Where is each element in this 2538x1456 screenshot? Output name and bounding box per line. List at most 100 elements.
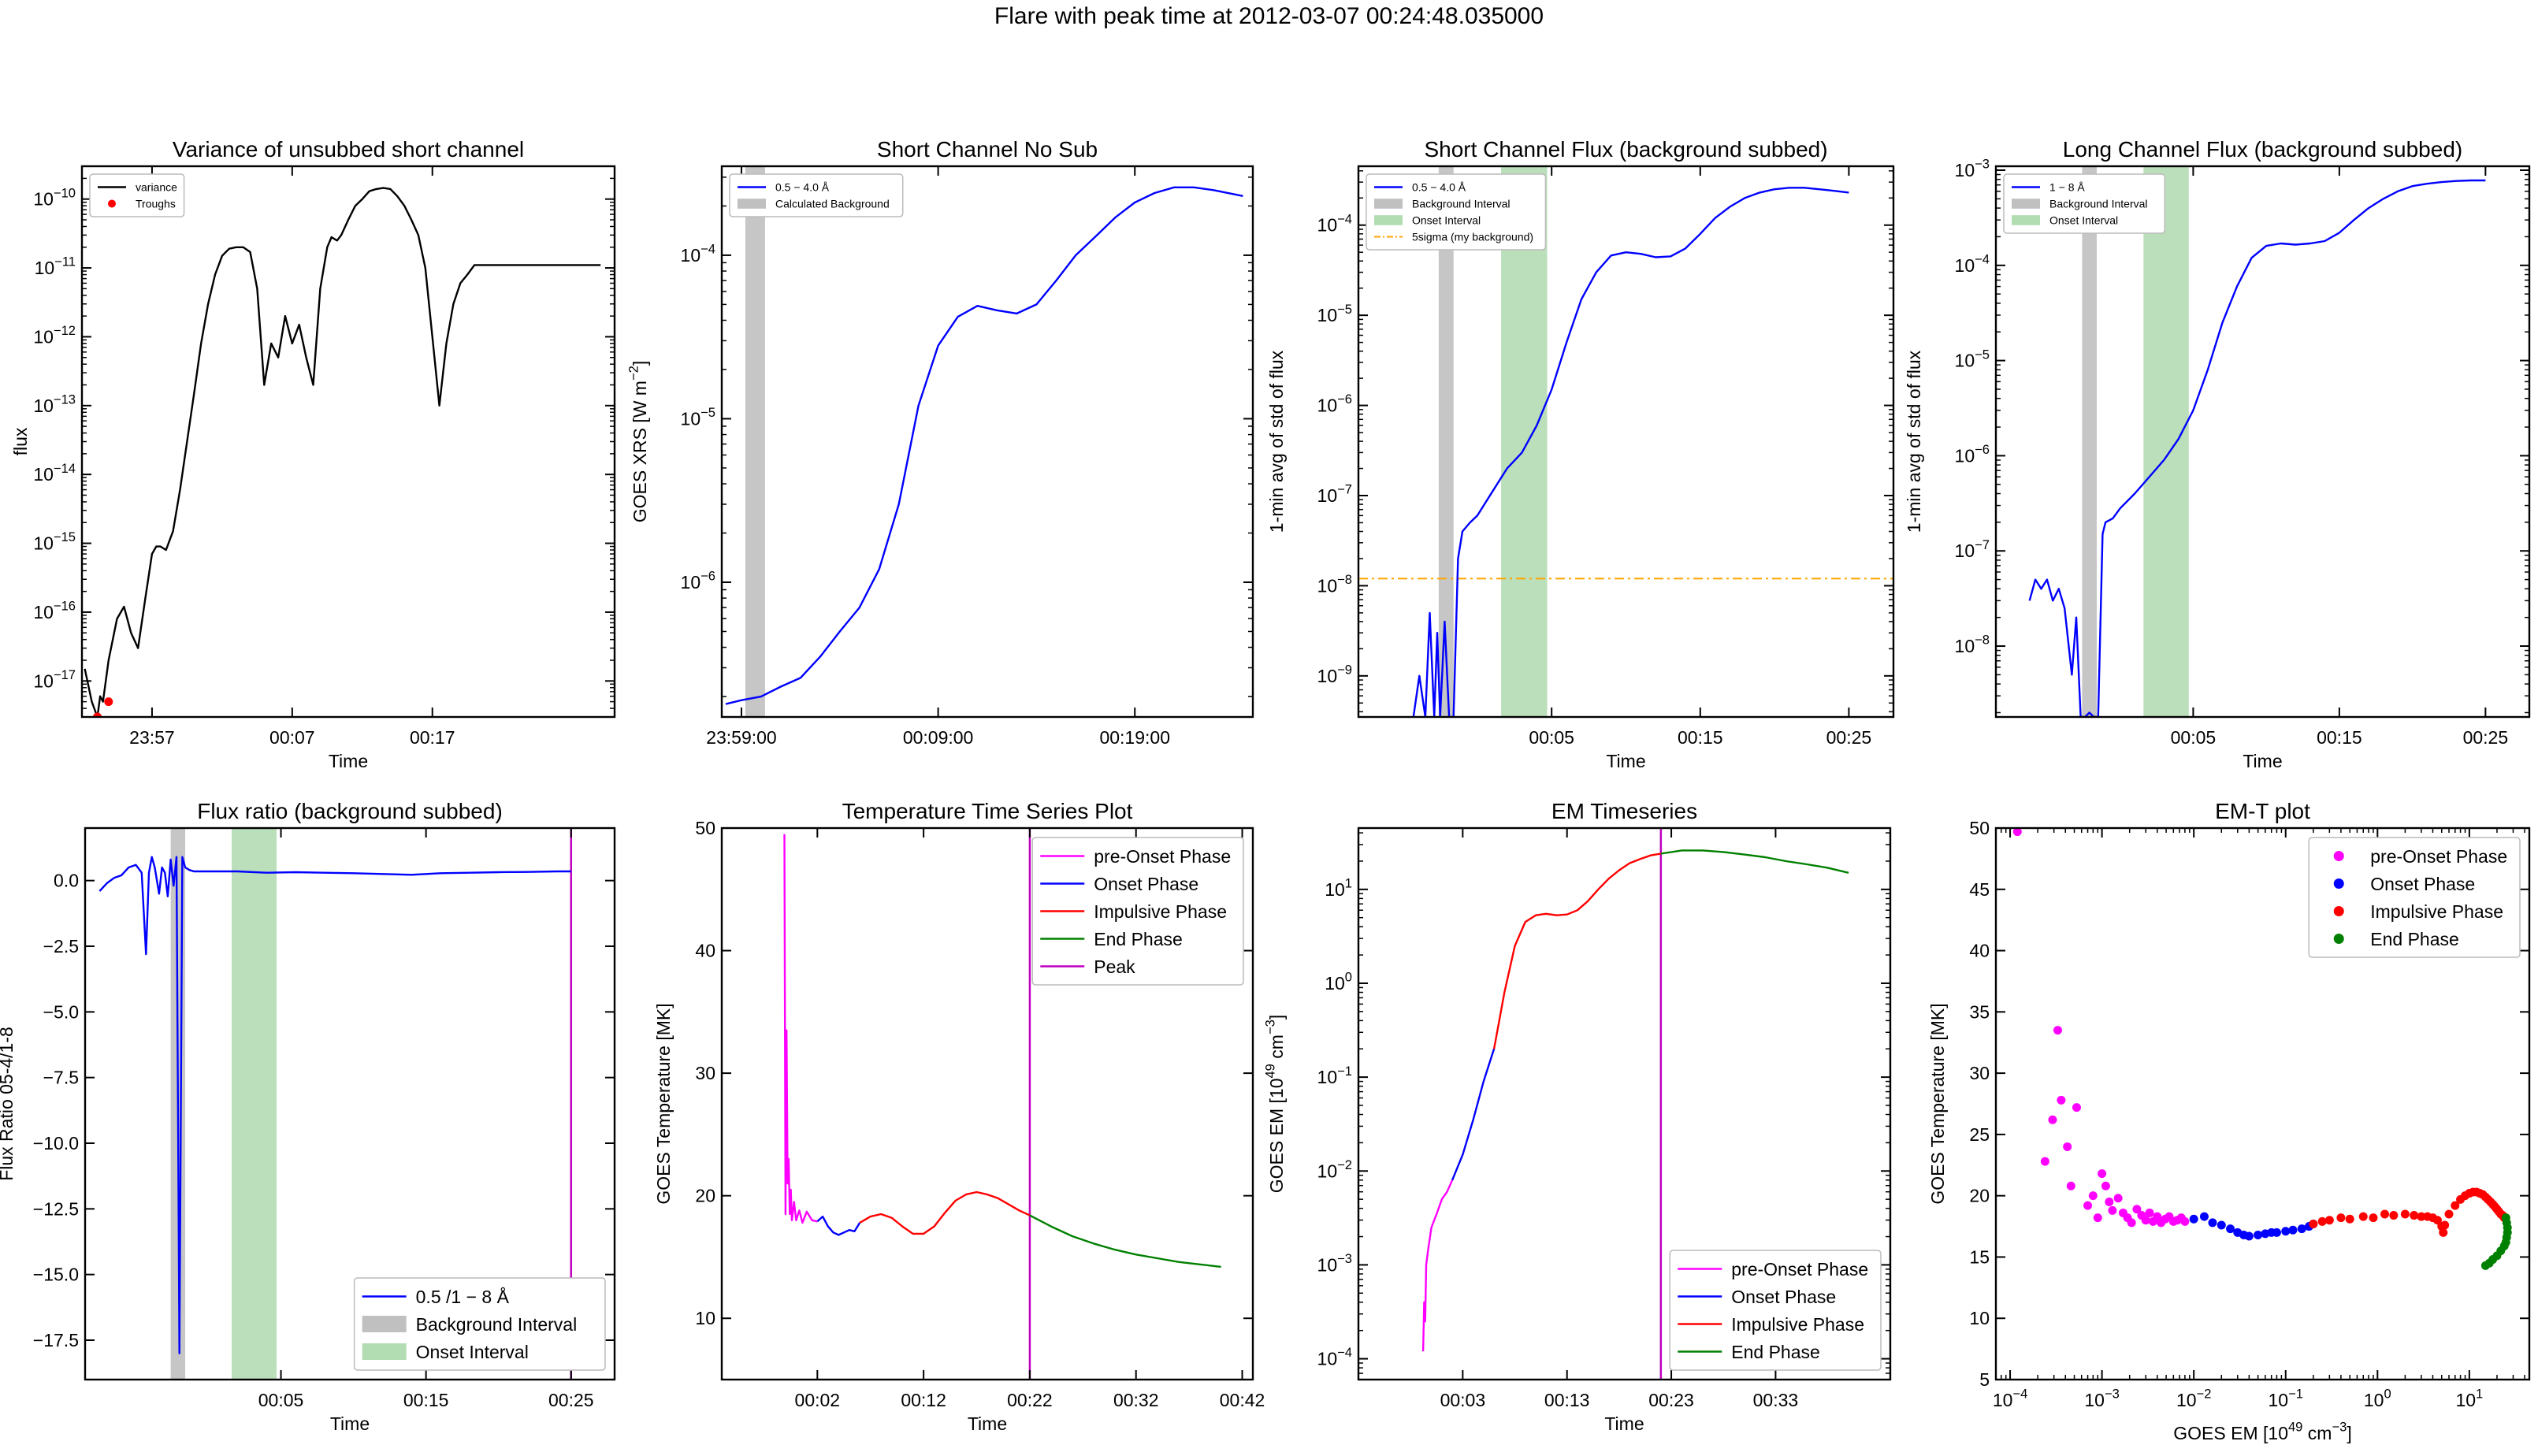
y-tick-label: 10−11 — [35, 254, 76, 278]
y-tick-label: 20 — [1969, 1186, 1990, 1206]
point-onset-phase — [2288, 1225, 2298, 1235]
point-pre-onset-phase — [2072, 1103, 2081, 1112]
y-tick-label: −2.5 — [43, 936, 79, 956]
chart-title: Short Channel Flux (background subbed) — [1424, 137, 1827, 162]
figure-suptitle: Flare with peak time at 2012-03-07 00:24… — [994, 3, 1544, 29]
point-pre-onset-phase — [2048, 1115, 2057, 1124]
x-tick-label: 00:42 — [1220, 1390, 1265, 1410]
x-axis-label: Time — [1606, 751, 1645, 771]
x-axis-label: Time — [968, 1413, 1007, 1434]
series-impulsive-phase — [859, 1190, 1031, 1235]
y-tick-label: 10−14 — [33, 461, 76, 485]
point-onset-phase — [2189, 1214, 2198, 1224]
plot-area — [783, 828, 1221, 1380]
point-pre-onset-phase — [2145, 1208, 2154, 1217]
x-tick-label: 00:05 — [2171, 727, 2217, 748]
y-tick-label: 10−4 — [1317, 1345, 1352, 1369]
y-tick-label: 10−6 — [1955, 442, 1990, 466]
point-impulsive-phase — [2451, 1201, 2460, 1210]
legend-label-onset-interval: Onset Interval — [1412, 214, 1481, 227]
legend-swatch — [2012, 199, 2040, 209]
x-axis-label: Time — [1604, 1413, 1644, 1434]
axes-frame — [720, 165, 1254, 719]
y-tick-label: 10−16 — [33, 599, 76, 622]
x-tick-label: 10−1 — [2269, 1387, 2303, 1410]
legend-label-onset-phase: Onset Phase — [1731, 1287, 1836, 1307]
legend: variance Troughs — [89, 173, 185, 217]
point-end-phase — [2480, 1261, 2490, 1270]
legend-swatch — [738, 199, 766, 209]
legend-swatch — [2333, 934, 2344, 944]
legend-label-background-interval: Background Interval — [1412, 198, 1511, 210]
x-tick-label: 00:05 — [258, 1390, 304, 1410]
chart-p4: 00:05 00:15 00:25 10−8 10−7 10−6 10−5 10−4 10−3 L… — [1904, 137, 2531, 771]
x-tick-label: 00:05 — [1529, 727, 1574, 748]
y-tick-label: 10−15 — [33, 529, 76, 553]
y-tick-label: 10−5 — [681, 405, 715, 429]
x-tick-label: 23:59:00 — [706, 727, 777, 748]
y-tick-label: 20 — [695, 1186, 715, 1206]
y-tick-label: 10 — [695, 1308, 715, 1328]
legend-frame — [2003, 173, 2166, 234]
y-axis-label: GOES Temperature [MK] — [1927, 1003, 1948, 1204]
y-tick-label: 10−5 — [1955, 347, 1990, 370]
y-tick-label: 30 — [1969, 1063, 1990, 1083]
legend: 1 − 8 Å Background Interval Onset Interval — [2003, 173, 2166, 234]
series-variance — [84, 187, 601, 717]
chart-title: Short Channel No Sub — [877, 137, 1098, 162]
legend-label-background-interval: Background Interval — [416, 1314, 578, 1335]
x-tick-label: 00:32 — [1113, 1390, 1159, 1410]
x-tick-label: 00:03 — [1440, 1390, 1486, 1410]
x-tick-label: 00:23 — [1648, 1390, 1694, 1410]
y-tick-label: 40 — [1969, 941, 1990, 961]
series-end-phase — [1029, 1214, 1221, 1268]
legend-label-onset-phase: Onset Phase — [1094, 874, 1198, 894]
y-tick-label: 50 — [1969, 818, 1990, 838]
legend: pre-Onset Phase Onset Phase Impulsive Phas… — [1669, 1250, 1882, 1371]
legend: pre-Onset Phase Onset Phase Impulsive Phas… — [2308, 837, 2521, 958]
legend-label-impulsive-phase: Impulsive Phase — [1094, 901, 1227, 922]
point-impulsive-phase — [2380, 1209, 2390, 1219]
y-tick-label: 10−4 — [1317, 211, 1352, 235]
series-impulsive-phase — [1492, 852, 1661, 1049]
y-tick-label: 40 — [695, 941, 715, 961]
x-tick-label: 00:15 — [403, 1390, 449, 1410]
x-tick-label: 00:02 — [795, 1390, 841, 1410]
series-onset-phase — [1451, 1048, 1496, 1181]
y-tick-label: 10 — [1969, 1308, 1990, 1328]
legend-frame — [1669, 1250, 1882, 1371]
point-pre-onset-phase — [2101, 1181, 2110, 1190]
plot-area — [2012, 828, 2512, 1270]
series-end-phase — [1660, 849, 1849, 874]
chart-p2: 23:59:00 00:09:00 00:19:00 10−6 10−5 10−4 Shor… — [626, 137, 1254, 748]
point-onset-phase — [2281, 1227, 2291, 1236]
y-tick-label: −7.5 — [43, 1068, 79, 1088]
series-pre-onset-phase — [783, 834, 818, 1224]
y-tick-label: 10−3 — [1317, 1251, 1352, 1275]
y-tick-label: 10−7 — [1955, 537, 1990, 561]
y-axis-label: 1-min avg of std of flux — [1266, 350, 1287, 533]
y-tick-label: 5 — [1979, 1369, 1990, 1390]
axes-frame — [1994, 826, 2531, 1381]
point-onset-phase — [2217, 1220, 2226, 1230]
point-pre-onset-phase — [2127, 1218, 2136, 1228]
x-tick-label: 00:13 — [1544, 1390, 1590, 1410]
legend-label-1-8: 1 − 8 Å — [2049, 181, 2085, 194]
y-axis-label: GOES EM [1049 cm−3] — [1263, 1015, 1287, 1193]
x-tick-label: 101 — [2455, 1387, 2483, 1410]
axes-frame — [80, 165, 616, 719]
legend-label-peak: Peak — [1094, 956, 1135, 977]
y-tick-label: −15.0 — [33, 1265, 79, 1285]
interval-span — [2143, 166, 2189, 717]
plot-area — [98, 828, 573, 1380]
legend-label-troughs: Troughs — [136, 198, 176, 210]
interval-span — [231, 828, 277, 1380]
point-impulsive-phase — [2440, 1220, 2450, 1230]
point-pre-onset-phase — [2108, 1205, 2117, 1215]
point-pre-onset-phase — [2040, 1157, 2049, 1166]
point-pre-onset-phase — [2098, 1169, 2107, 1179]
chart-p5: 00:05 00:15 00:25 0.0 −2.5 −5.0 −7.5 −10.0 −12.5… — [0, 799, 616, 1434]
point-impulsive-phase — [2309, 1219, 2318, 1228]
y-tick-label: 10−1 — [1317, 1064, 1352, 1087]
x-tick-label: 10−3 — [2084, 1387, 2119, 1410]
